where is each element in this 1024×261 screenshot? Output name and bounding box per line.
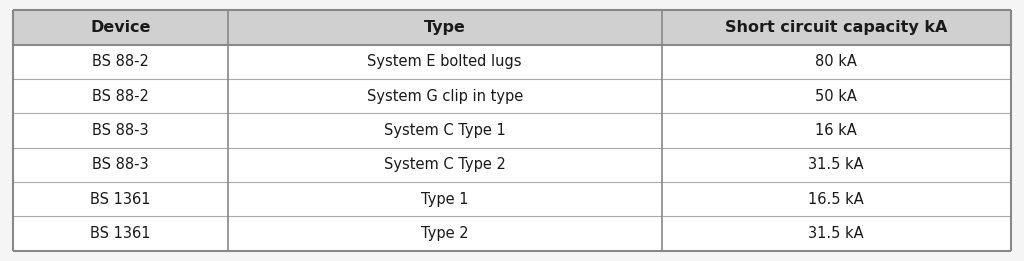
Text: System C Type 2: System C Type 2 bbox=[384, 157, 506, 172]
Text: Short circuit capacity kA: Short circuit capacity kA bbox=[725, 20, 947, 35]
Text: 16.5 kA: 16.5 kA bbox=[808, 192, 864, 207]
Text: 31.5 kA: 31.5 kA bbox=[808, 226, 864, 241]
Bar bbox=[13, 113, 1011, 148]
Bar bbox=[13, 45, 1011, 79]
Text: 50 kA: 50 kA bbox=[815, 89, 857, 104]
Text: System E bolted lugs: System E bolted lugs bbox=[368, 54, 522, 69]
Text: BS 88-3: BS 88-3 bbox=[92, 157, 148, 172]
Bar bbox=[13, 216, 1011, 251]
Text: BS 88-2: BS 88-2 bbox=[92, 54, 148, 69]
Text: BS 88-3: BS 88-3 bbox=[92, 123, 148, 138]
Text: Type: Type bbox=[424, 20, 466, 35]
Bar bbox=[13, 148, 1011, 182]
Text: System G clip in type: System G clip in type bbox=[367, 89, 523, 104]
Text: Type 2: Type 2 bbox=[421, 226, 469, 241]
Bar bbox=[13, 79, 1011, 113]
Text: Device: Device bbox=[90, 20, 151, 35]
Text: BS 88-2: BS 88-2 bbox=[92, 89, 148, 104]
Bar bbox=[13, 10, 1011, 45]
Text: System C Type 1: System C Type 1 bbox=[384, 123, 506, 138]
Text: 80 kA: 80 kA bbox=[815, 54, 857, 69]
Bar bbox=[13, 182, 1011, 216]
Text: Type 1: Type 1 bbox=[421, 192, 468, 207]
Text: 31.5 kA: 31.5 kA bbox=[808, 157, 864, 172]
Text: 16 kA: 16 kA bbox=[815, 123, 857, 138]
Text: BS 1361: BS 1361 bbox=[90, 192, 151, 207]
Text: BS 1361: BS 1361 bbox=[90, 226, 151, 241]
